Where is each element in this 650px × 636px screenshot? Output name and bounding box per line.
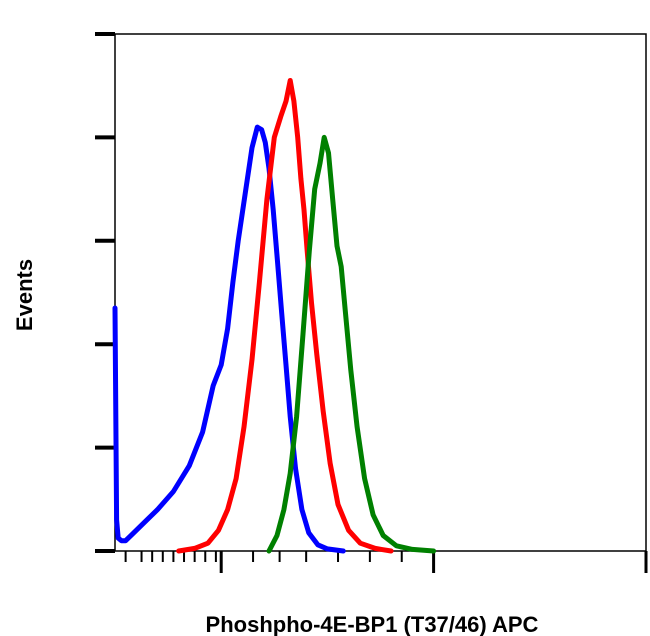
plot-frame bbox=[114, 33, 647, 552]
x-axis-ticks bbox=[124, 551, 648, 573]
plot-border bbox=[114, 33, 647, 552]
series-line-3 bbox=[266, 134, 437, 554]
y-axis-label: Events bbox=[12, 259, 37, 331]
y-axis-ticks bbox=[95, 32, 115, 553]
series-lines bbox=[112, 78, 437, 554]
series-line-1 bbox=[112, 124, 346, 554]
series-line-2 bbox=[176, 78, 394, 554]
x-axis-label: Phoshpho-4E-BP1 (T37/46) APC bbox=[206, 612, 539, 636]
